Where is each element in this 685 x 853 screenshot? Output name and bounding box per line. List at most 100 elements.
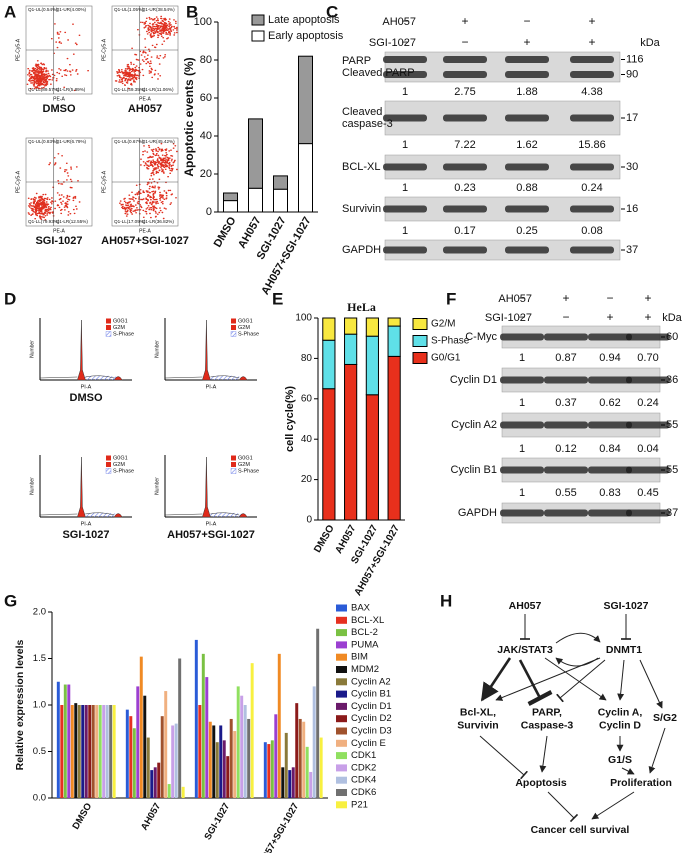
plot-name: AH057 xyxy=(128,103,162,115)
g2m-peak xyxy=(113,376,123,381)
bar xyxy=(205,677,209,798)
flow-events xyxy=(26,23,89,92)
legend-label: S-Phase xyxy=(113,468,134,474)
bar xyxy=(74,703,78,798)
arrow-edge xyxy=(621,767,635,775)
blot-band xyxy=(383,246,427,254)
x-axis-label: PE-A xyxy=(139,96,151,102)
legend-label: BCL-2 xyxy=(351,627,378,638)
y-tick-label: 0.0 xyxy=(33,793,46,804)
band-quantification: 0.70 xyxy=(637,352,658,364)
band-quantification: 0.04 xyxy=(637,443,658,455)
blot-band xyxy=(570,163,614,171)
diagram-edges xyxy=(479,614,666,823)
kda-label: 17 xyxy=(626,112,638,124)
bar xyxy=(181,786,185,798)
kda-label: 37 xyxy=(666,507,678,519)
bar xyxy=(284,732,288,798)
fit-curve xyxy=(164,375,240,379)
bar xyxy=(198,705,202,798)
blot-band xyxy=(626,466,670,474)
plot-name: AH057+SGI-1027 xyxy=(167,529,255,541)
treatment-sign: − xyxy=(461,35,468,49)
legend-swatch xyxy=(336,776,347,784)
legend-label: CDK1 xyxy=(351,750,376,761)
bar xyxy=(132,728,136,798)
bar xyxy=(139,656,143,798)
blot-band xyxy=(383,114,427,122)
blot-band xyxy=(500,376,544,384)
y-tick-label: 80 xyxy=(200,54,212,66)
legend-swatch xyxy=(336,604,347,612)
legend-label: Early apoptosis xyxy=(268,30,344,42)
y-tick-label: 0 xyxy=(306,515,312,526)
bar xyxy=(212,725,216,798)
band-quantification: 1 xyxy=(402,139,408,151)
x-axis-label: PI-A xyxy=(81,521,92,527)
blot-band xyxy=(500,466,544,474)
legend-label: G0G1 xyxy=(238,455,253,461)
x-axis-label: PI-A xyxy=(81,384,92,390)
legend-label: G0G1 xyxy=(238,318,253,324)
bar-segment xyxy=(322,388,336,521)
g0g1-peak xyxy=(202,319,211,381)
legend-swatch xyxy=(105,331,112,337)
legend-label: G0/G1 xyxy=(431,353,461,364)
bar xyxy=(274,714,278,798)
legend-swatch xyxy=(336,801,347,809)
legend-label: CDK6 xyxy=(351,787,376,798)
bar-segment xyxy=(322,339,336,390)
legend-label: G2M xyxy=(113,462,125,468)
band-label: C-Myc xyxy=(465,331,497,343)
bar xyxy=(233,731,237,798)
panel-label: B xyxy=(186,2,198,21)
y-axis-label: Number xyxy=(154,477,160,495)
legend-label: S-Phase xyxy=(238,468,259,474)
legend-label: Cyclin D2 xyxy=(351,713,392,724)
band-label: Cyclin B1 xyxy=(451,464,497,476)
bar xyxy=(277,653,281,798)
y-axis-label: PE-Cy5-A xyxy=(15,38,21,61)
blot-band xyxy=(544,333,588,341)
panel-label: H xyxy=(440,591,452,610)
blot-band xyxy=(626,421,670,429)
diagram-node-label: SGI-1027 xyxy=(604,600,649,612)
band-quantification: 0.24 xyxy=(637,397,658,409)
quadrant-label: Q1-LL(17.09%) xyxy=(114,219,146,224)
band-label: Survivin xyxy=(342,203,381,215)
bar xyxy=(160,716,164,798)
g2m-peak xyxy=(113,513,123,518)
band-quantification: 0.17 xyxy=(454,225,475,237)
bar xyxy=(136,686,140,798)
x-axis-label: PE-A xyxy=(139,228,151,234)
y-axis-label: cell cycle(%) xyxy=(284,386,296,452)
bar xyxy=(150,770,154,798)
quadrant-label: Q1-LR(11.06%) xyxy=(142,87,174,92)
legend-label: G2M xyxy=(238,462,250,468)
treatment-sign: − xyxy=(562,310,569,324)
band-quantification: 0.88 xyxy=(516,182,537,194)
band-label: BCL-XL xyxy=(342,161,381,173)
band-label: Cyclin D1 xyxy=(450,374,497,386)
quadrant-label: Q1-UL(0.67%) xyxy=(114,139,144,144)
blot-band xyxy=(500,333,544,341)
blot-band xyxy=(544,421,588,429)
treatment-sign: + xyxy=(461,14,468,28)
kda-label: 116 xyxy=(626,53,644,65)
bar xyxy=(81,705,85,798)
quadrant-label: Q1-LL(89.57%) xyxy=(28,87,60,92)
kda-label: 55 xyxy=(666,464,678,476)
bar xyxy=(63,684,67,798)
band-label: caspase-3 xyxy=(342,118,393,130)
legend-label: S-Phase xyxy=(113,331,134,337)
y-tick-label: 20 xyxy=(301,474,313,485)
bar-segment xyxy=(387,355,401,521)
treatment-sign: + xyxy=(644,291,651,305)
legend-swatch xyxy=(336,752,347,760)
unit-label: kDa xyxy=(640,37,660,49)
bar xyxy=(298,718,302,798)
legend-label: CDK4 xyxy=(351,775,376,786)
bar xyxy=(295,703,299,798)
band-quantification: 0.08 xyxy=(581,225,602,237)
legend-label: Cyclin D3 xyxy=(351,726,392,737)
